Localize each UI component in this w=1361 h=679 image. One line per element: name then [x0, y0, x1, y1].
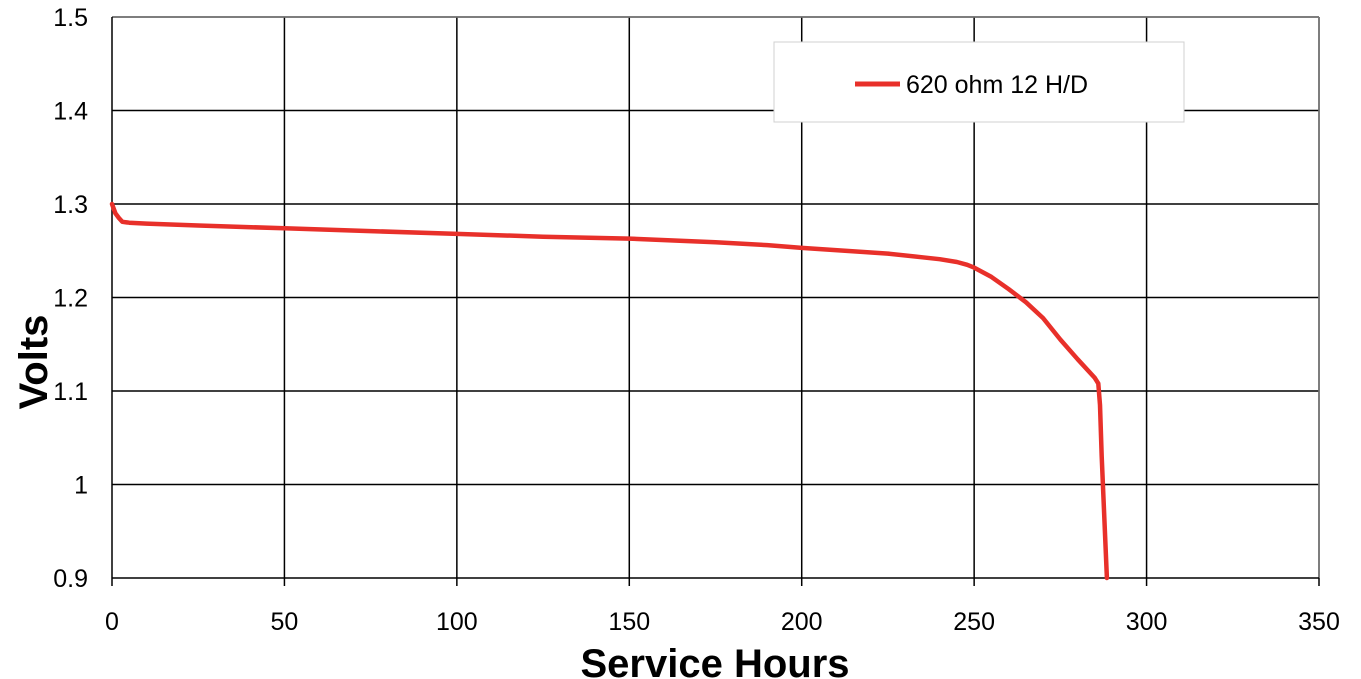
- y-tick-label: 1.4: [53, 98, 88, 126]
- x-tick-label: 150: [608, 608, 650, 636]
- grid: [112, 16, 1320, 578]
- x-tick-label: 300: [1126, 608, 1168, 636]
- x-tick-label: 250: [953, 608, 995, 636]
- x-axis-title: Service Hours: [580, 642, 849, 679]
- x-tick-label: 100: [436, 608, 478, 636]
- axes: [111, 16, 1320, 586]
- legend-box: [773, 41, 1185, 123]
- y-tick-label: 1.1: [53, 378, 88, 406]
- x-tick-label: 200: [781, 608, 823, 636]
- y-tick-label: 0.9: [53, 565, 88, 593]
- tick-labels: 0.9 1 1.1 1.2 1.3 1.4 1.5 0 50 100 150 200 250 300 350: [53, 4, 1340, 636]
- legend: 620 ohm 12 H/D: [773, 41, 1185, 123]
- legend-label: 620 ohm 12 H/D: [906, 71, 1088, 99]
- y-tick-label: 1.2: [53, 285, 88, 313]
- series-line: [109, 201, 1110, 581]
- y-tick-label: 1: [74, 472, 88, 500]
- x-tick-label: 0: [105, 608, 119, 636]
- y-tick-label: 1.5: [53, 4, 88, 32]
- series-layer: [109, 201, 1110, 581]
- y-axis-title: Volts: [12, 315, 56, 410]
- x-tick-label: 50: [271, 608, 299, 636]
- y-tick-label: 1.3: [53, 191, 88, 219]
- x-tick-label: 350: [1298, 608, 1340, 636]
